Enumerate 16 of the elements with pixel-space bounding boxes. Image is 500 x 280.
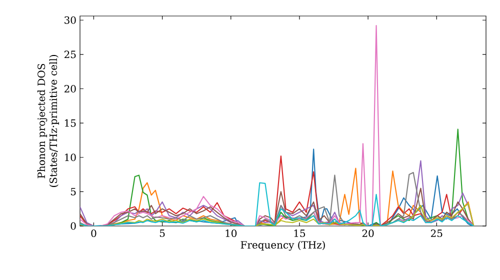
x-axis-title: Frequency (THz) — [240, 240, 325, 251]
line-series — [80, 25, 474, 226]
x-tick-label: 10 — [226, 230, 237, 238]
x-tick-label: 0 — [91, 230, 96, 238]
x-tick-label: 25 — [430, 230, 442, 238]
y-tick-label: 15 — [65, 119, 76, 127]
x-tick-label: 5 — [160, 230, 165, 237]
y-tick-label: 25 — [64, 50, 76, 58]
y-axis-title: Phonon projected DOS (States/THz·primitive cell) — [37, 55, 59, 187]
y-tick-label: 20 — [64, 84, 76, 93]
y-tick-label: 30 — [64, 16, 76, 24]
x-tick-label: 15 — [294, 230, 306, 238]
y-tick-label: 5 — [70, 188, 76, 196]
y-tick-label: 0 — [70, 222, 76, 230]
y-tick-label: 10 — [65, 154, 76, 162]
x-tick-label: 20 — [362, 230, 374, 238]
